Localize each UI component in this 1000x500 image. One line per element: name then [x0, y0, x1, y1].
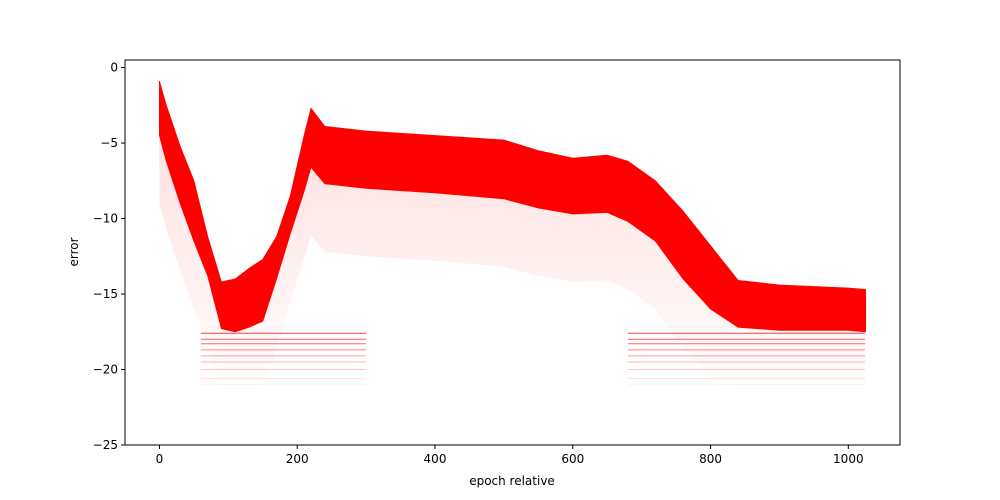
- y-tick-label--15: −15: [93, 287, 118, 301]
- x-axis: 0 200 400 600 800 1000: [156, 445, 864, 466]
- y-tick-label--10: −10: [93, 212, 118, 226]
- x-tick-label-0: 0: [156, 452, 164, 466]
- x-tick-label-600: 600: [561, 452, 584, 466]
- x-axis-label: epoch relative: [469, 474, 555, 488]
- x-tick-label-400: 400: [424, 452, 447, 466]
- axes-frame: [124, 59, 901, 446]
- y-axis: 0 −5 −10 −15 −20 −25: [93, 61, 125, 452]
- y-tick-label--5: −5: [100, 136, 118, 150]
- x-tick-label-1000: 1000: [833, 452, 864, 466]
- y-axis-label: error: [67, 237, 81, 266]
- y-tick-label-0: 0: [110, 61, 118, 75]
- series-0-band: [159, 80, 866, 333]
- y-tick-label--25: −25: [93, 438, 118, 452]
- plot-area: [159, 80, 866, 400]
- x-tick-label-200: 200: [286, 452, 309, 466]
- x-tick-label-800: 800: [699, 452, 722, 466]
- y-tick-label--20: −20: [93, 363, 118, 377]
